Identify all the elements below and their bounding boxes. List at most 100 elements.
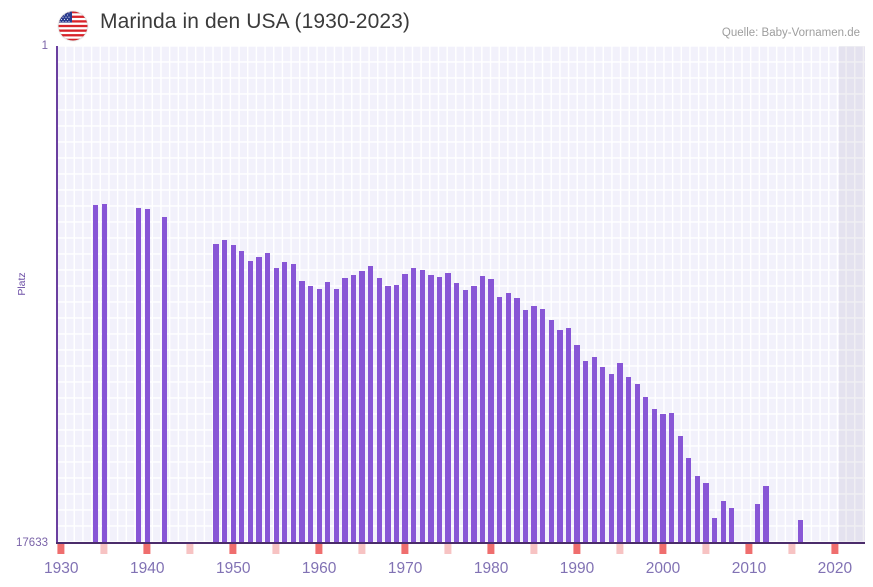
bar[interactable] (686, 458, 692, 543)
bar[interactable] (316, 288, 322, 543)
bar[interactable] (411, 268, 417, 543)
x-axis-tickmark-major (487, 544, 495, 554)
x-axis-tick-label: 2000 (645, 560, 681, 577)
x-axis-tickmark-major (229, 544, 237, 554)
bar[interactable] (282, 261, 288, 543)
bar[interactable] (625, 376, 632, 543)
x-axis-tick-label: 1950 (215, 560, 251, 577)
bar[interactable] (462, 289, 468, 543)
bar[interactable] (385, 286, 391, 543)
bar[interactable] (342, 277, 348, 543)
x-axis-tick-label: 2020 (817, 560, 853, 577)
bar[interactable] (634, 384, 640, 543)
bar[interactable] (539, 309, 546, 543)
bar[interactable] (325, 281, 331, 543)
bar[interactable] (239, 251, 245, 543)
bar[interactable] (668, 413, 675, 543)
x-axis-tickmark-major (143, 544, 151, 554)
x-axis-tickmark-major (573, 544, 581, 554)
source-attribution: Quelle: Baby-Vornamen.de (721, 27, 860, 39)
bar[interactable] (350, 274, 357, 543)
bar[interactable] (797, 520, 804, 543)
x-axis-tickmark-minor (272, 544, 280, 554)
bar[interactable] (333, 289, 340, 543)
x-axis-tickmark-minor (444, 544, 452, 554)
bar[interactable] (144, 209, 150, 543)
bar[interactable] (763, 486, 769, 543)
bar[interactable] (135, 208, 142, 543)
bar[interactable] (591, 357, 597, 543)
bar[interactable] (643, 396, 649, 543)
x-axis-tick-label: 1940 (130, 560, 165, 577)
bar[interactable] (273, 267, 279, 543)
bar[interactable] (402, 274, 408, 543)
bar[interactable] (548, 319, 554, 543)
x-axis-tickmark-minor (100, 544, 108, 554)
x-axis-tick-label: 1990 (559, 560, 595, 577)
x-axis-tickmark-minor (530, 544, 538, 554)
bar[interactable] (582, 360, 589, 543)
x-axis-tickmark-major (831, 544, 839, 554)
bar[interactable] (488, 279, 494, 543)
bar[interactable] (93, 204, 99, 543)
plot-area (57, 46, 865, 543)
bar[interactable] (711, 518, 718, 543)
bar[interactable] (376, 278, 382, 543)
bar[interactable] (230, 244, 236, 543)
x-axis-tick-label: 1930 (44, 560, 79, 577)
x-axis-tickmark-minor (616, 544, 624, 554)
shaded-future-region (839, 46, 865, 543)
bar[interactable] (651, 409, 658, 543)
x-axis-tickmark-minor (702, 544, 710, 554)
x-axis-line (56, 542, 865, 544)
bar[interactable] (359, 270, 365, 543)
bar[interactable] (557, 329, 563, 543)
bar[interactable] (514, 297, 520, 543)
bar[interactable] (419, 269, 425, 543)
bar[interactable] (264, 252, 271, 543)
bar[interactable] (677, 435, 683, 543)
bar[interactable] (299, 281, 305, 543)
bar[interactable] (393, 284, 400, 543)
bar[interactable] (660, 413, 666, 543)
bar[interactable] (703, 482, 709, 543)
bar[interactable] (290, 263, 297, 543)
x-axis-tick-label: 1970 (387, 560, 423, 577)
y-axis-title: Platz (16, 272, 28, 296)
bar[interactable] (471, 285, 477, 543)
bar[interactable] (256, 257, 262, 543)
bar[interactable] (247, 260, 254, 543)
y-axis-tick-top: 1 (41, 40, 48, 52)
x-axis-tickmark-minor (788, 544, 796, 554)
bar[interactable] (531, 305, 537, 543)
bar[interactable] (600, 366, 606, 543)
bar[interactable] (428, 274, 434, 543)
bar[interactable] (505, 293, 511, 543)
bar[interactable] (213, 244, 219, 543)
bar[interactable] (101, 203, 107, 543)
bar[interactable] (454, 283, 460, 543)
bar[interactable] (497, 297, 503, 543)
bar[interactable] (368, 265, 374, 543)
bar[interactable] (436, 277, 443, 543)
bar[interactable] (574, 345, 580, 543)
bar[interactable] (221, 239, 228, 543)
bar[interactable] (479, 275, 486, 543)
bar[interactable] (307, 285, 314, 543)
bar[interactable] (608, 373, 615, 543)
x-axis-tickmark-major (57, 544, 65, 554)
bar[interactable] (522, 310, 529, 543)
bar[interactable] (754, 504, 761, 543)
bar[interactable] (445, 273, 451, 543)
page-title: Marinda in den USA (1930-2023) (100, 10, 411, 33)
bar[interactable] (729, 508, 735, 543)
bar[interactable] (720, 501, 726, 543)
bar[interactable] (694, 476, 701, 543)
x-axis-tickmark-minor (186, 544, 194, 554)
x-axis-tick-label: 1980 (473, 560, 509, 577)
bar[interactable] (565, 328, 572, 543)
bar[interactable] (161, 217, 168, 543)
bar[interactable] (617, 363, 623, 543)
chart-header: Marinda in den USA (1930-2023) Quelle: B… (0, 0, 873, 44)
